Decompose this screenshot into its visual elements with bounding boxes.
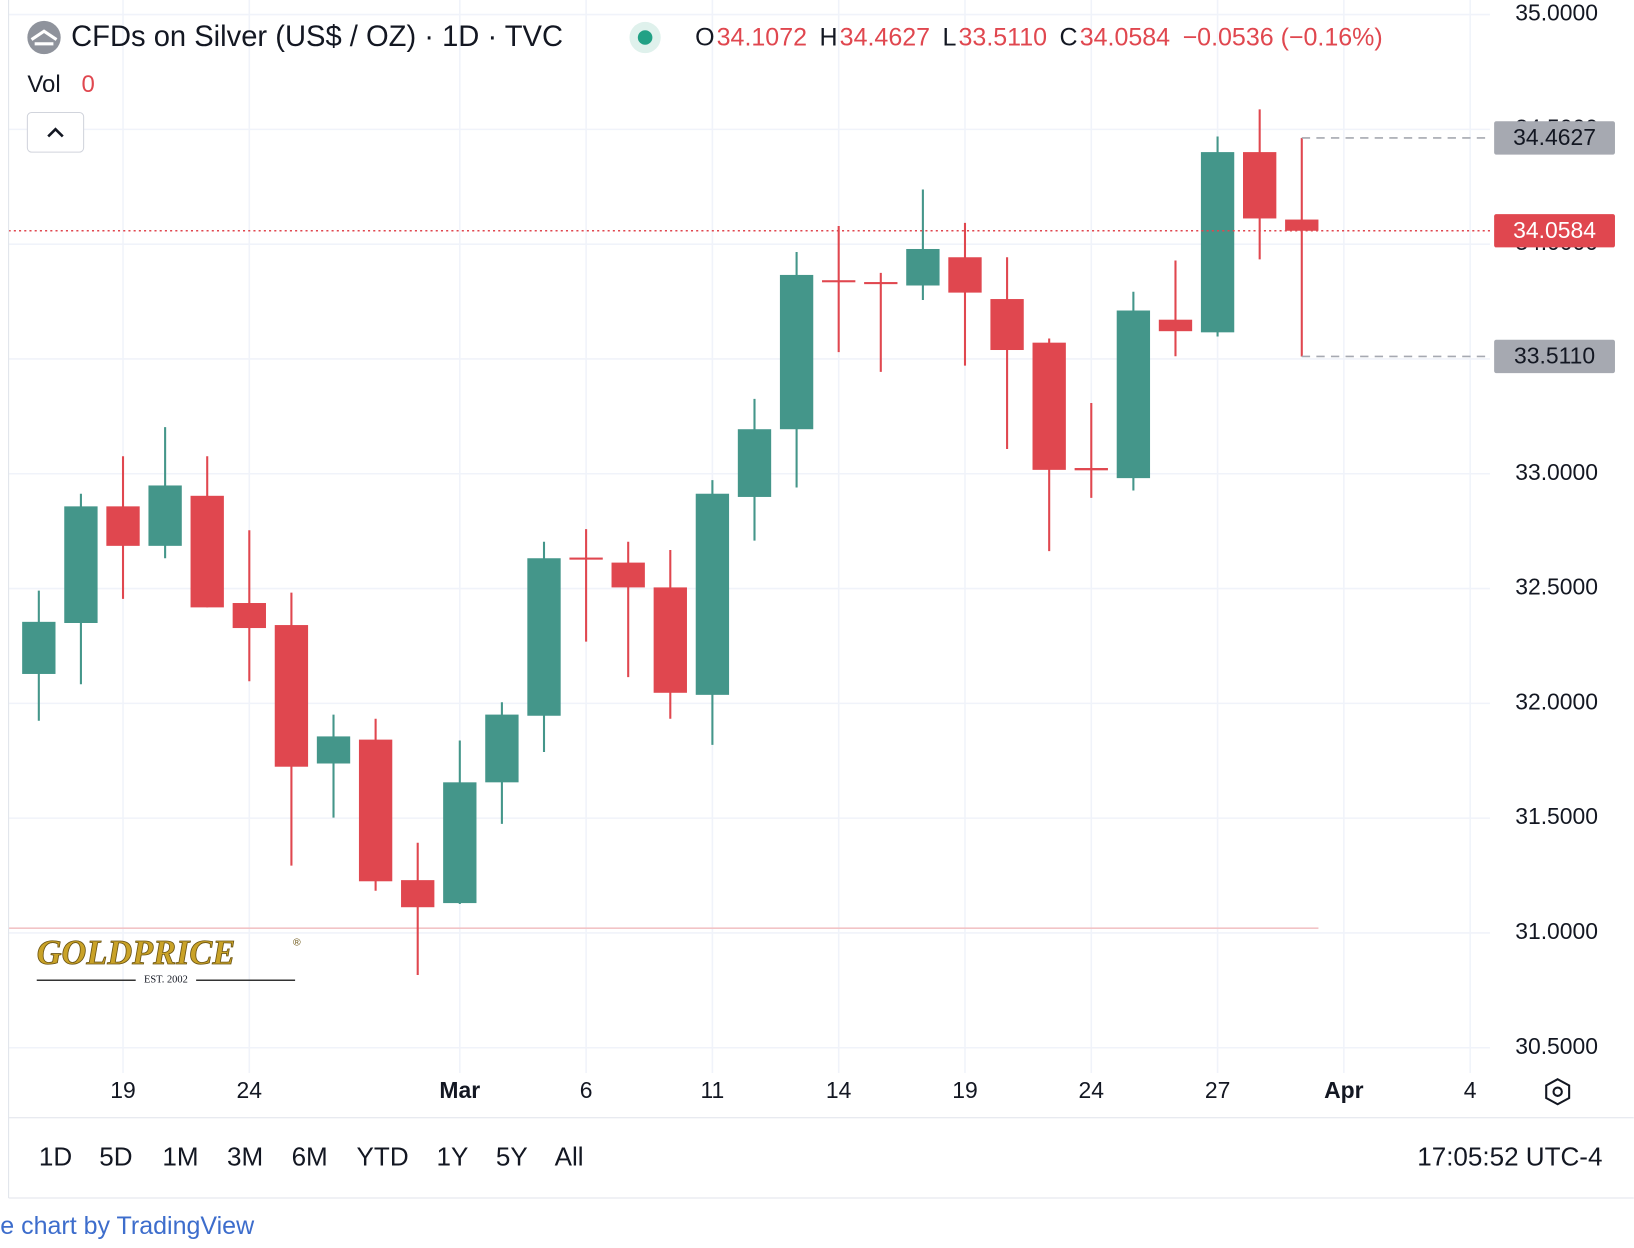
x-tick-label: 24 <box>1079 1077 1105 1103</box>
candle-body <box>148 485 182 546</box>
candles <box>22 109 1319 975</box>
price-label: 33.5110 <box>1514 343 1595 369</box>
x-tick-label: Mar <box>439 1077 480 1103</box>
candle-body <box>906 248 940 286</box>
candle-body <box>232 603 266 629</box>
price-label-box <box>1494 339 1615 374</box>
price-label-box <box>1494 214 1615 248</box>
watermark-mark: ® <box>293 938 301 949</box>
legend-value: 34.4627 <box>840 23 930 51</box>
collapse-button[interactable] <box>26 111 85 153</box>
range-buttons: 1D 5D 1M 3M 6M YTD 1Y 5Y All <box>39 1141 584 1171</box>
x-tick-label: 27 <box>1205 1077 1230 1103</box>
x-tick-label: 24 <box>237 1077 263 1103</box>
candle-body <box>569 557 603 560</box>
candle-body <box>1200 152 1235 333</box>
candle-body <box>190 495 224 608</box>
market-status-dot <box>637 30 653 45</box>
legend-key: H <box>820 23 838 51</box>
legend-value: 33.5110 <box>959 23 1048 51</box>
price-label-box <box>1494 121 1615 155</box>
x-tick-label: 14 <box>826 1077 852 1103</box>
settings-icon[interactable] <box>1545 1078 1571 1106</box>
candle-body <box>22 621 56 674</box>
candle-body <box>1285 219 1319 231</box>
candle-body <box>611 562 645 588</box>
x-tick-label: 19 <box>110 1077 135 1103</box>
candle-body <box>653 587 687 693</box>
legend-key: O <box>695 23 714 51</box>
y-tick-label: 30.5000 <box>1515 1033 1598 1059</box>
candle-body <box>1074 468 1108 471</box>
settings-icon-center <box>1552 1086 1563 1097</box>
price-label: 34.4627 <box>1513 124 1596 150</box>
legend-value: 34.0584 <box>1080 23 1170 51</box>
y-tick-label: 33.0000 <box>1515 459 1598 485</box>
range-button[interactable]: 3M <box>227 1141 263 1171</box>
legend-key: C <box>1060 23 1078 51</box>
candle-body <box>401 880 435 908</box>
candle-body <box>1032 342 1066 470</box>
price-label: 34.0584 <box>1513 217 1596 243</box>
candle-body <box>485 714 519 783</box>
candle-body <box>1116 310 1151 479</box>
range-button[interactable]: 1D <box>39 1141 72 1171</box>
legend-key: L <box>943 23 957 51</box>
y-tick-label: 31.0000 <box>1515 918 1598 944</box>
range-button[interactable]: All <box>555 1141 584 1171</box>
candle-body <box>864 282 898 285</box>
attribution[interactable]: e chart by TradingView <box>0 1212 255 1240</box>
candle-body <box>443 782 477 904</box>
candle-body <box>316 736 351 764</box>
range-button[interactable]: 6M <box>292 1141 328 1171</box>
overlays: 34.4627 34.0584 33.5110 <box>8 121 1615 374</box>
x-tick-label: 11 <box>701 1077 725 1103</box>
volume-value: 0 <box>82 71 95 98</box>
volume-label: Vol <box>27 71 60 98</box>
y-tick-label: 32.5000 <box>1515 574 1598 600</box>
candle-body <box>64 506 98 623</box>
watermark-name: GOLDPRICE <box>37 934 236 972</box>
x-tick-label: 4 <box>1464 1077 1477 1103</box>
x-tick-label: 6 <box>580 1077 593 1103</box>
y-tick-label: 31.5000 <box>1515 803 1598 829</box>
range-button[interactable]: 5Y <box>496 1141 528 1171</box>
candle-body <box>948 257 982 293</box>
candle-body <box>358 739 393 882</box>
legend-change: −0.0536 (−0.16%) <box>1183 23 1383 51</box>
clock: 17:05:52 UTC-4 <box>1417 1141 1602 1171</box>
candle-body <box>1243 152 1277 219</box>
candle-body <box>779 274 814 430</box>
candle-body <box>106 506 140 546</box>
ohlc-legend: O34.1072 H34.4627 L33.5110 C34.0584 −0.0536 … <box>695 23 1383 51</box>
candle-body <box>695 493 730 695</box>
range-button[interactable]: 5D <box>99 1141 132 1171</box>
range-button[interactable]: 1Y <box>436 1141 468 1171</box>
candle-body <box>822 280 856 283</box>
candle-body <box>274 625 309 767</box>
x-tick-label: 19 <box>952 1077 977 1103</box>
legend-value: 34.1072 <box>717 23 807 51</box>
y-tick-label: 32.0000 <box>1515 688 1598 714</box>
symbol-icon <box>27 20 61 55</box>
collapse-icon <box>47 127 64 138</box>
y-tick-label: 35.0000 <box>1515 0 1598 26</box>
range-button[interactable]: 1M <box>162 1141 198 1171</box>
chart-title: CFDs on Silver (US$ / OZ) · 1D · TVC <box>71 21 563 53</box>
candle-body <box>1158 319 1193 332</box>
x-tick-label: Apr <box>1324 1077 1364 1103</box>
candle-body <box>527 558 561 716</box>
range-button[interactable]: YTD <box>357 1141 409 1171</box>
candle-body <box>990 299 1024 351</box>
candle-body <box>737 429 772 497</box>
symbol-icon-glyph <box>30 29 58 46</box>
watermark-est: EST. 2002 <box>144 975 188 986</box>
